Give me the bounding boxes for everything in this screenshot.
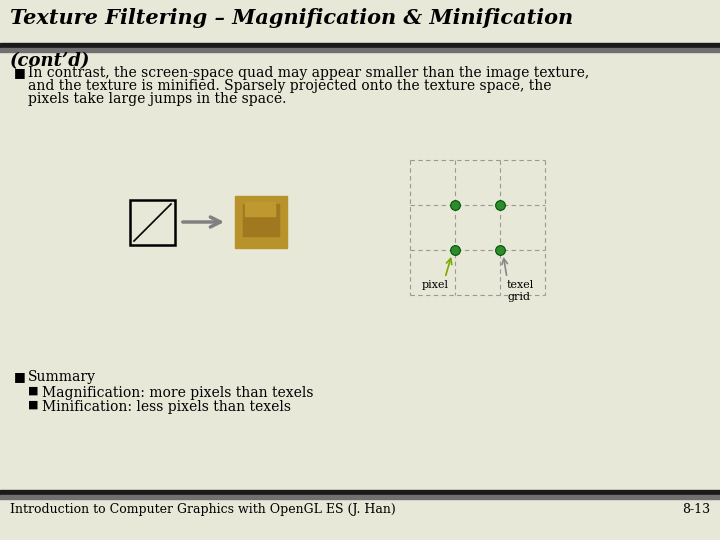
Text: Magnification: more pixels than texels: Magnification: more pixels than texels <box>42 386 313 400</box>
Text: Minification: less pixels than texels: Minification: less pixels than texels <box>42 400 291 414</box>
Text: ■: ■ <box>14 66 26 79</box>
Text: 8-13: 8-13 <box>682 503 710 516</box>
Bar <box>130 200 175 245</box>
Text: ■: ■ <box>14 370 26 383</box>
Bar <box>243 204 279 236</box>
Bar <box>245 202 275 216</box>
Text: and the texture is minified. Sparsely projected onto the texture space, the: and the texture is minified. Sparsely pr… <box>28 79 552 93</box>
Text: pixels take large jumps in the space.: pixels take large jumps in the space. <box>28 92 287 106</box>
Bar <box>0 43 720 48</box>
Bar <box>0 490 720 495</box>
Text: ■: ■ <box>28 386 38 396</box>
Bar <box>0 48 720 52</box>
Bar <box>0 495 720 499</box>
Text: texel
grid: texel grid <box>507 280 534 302</box>
Text: Introduction to Computer Graphics with OpenGL ES (J. Han): Introduction to Computer Graphics with O… <box>10 503 396 516</box>
Text: Summary: Summary <box>28 370 96 384</box>
Text: In contrast, the screen-space quad may appear smaller than the image texture,: In contrast, the screen-space quad may a… <box>28 66 589 80</box>
Text: pixel: pixel <box>422 280 449 290</box>
Text: Texture Filtering – Magnification & Minification: Texture Filtering – Magnification & Mini… <box>10 8 573 28</box>
Text: ■: ■ <box>28 400 38 410</box>
Bar <box>235 196 287 248</box>
Text: (cont’d): (cont’d) <box>10 52 91 70</box>
